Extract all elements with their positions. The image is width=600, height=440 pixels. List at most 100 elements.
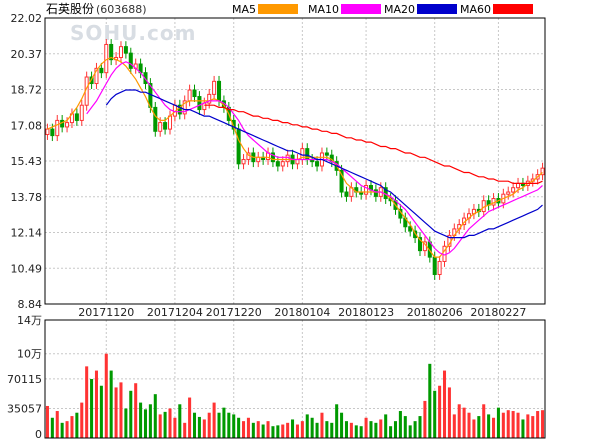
candle-body-down: [373, 189, 378, 197]
volume-bar: [291, 419, 295, 438]
candle: [133, 58, 138, 74]
volume-bar: [413, 421, 417, 438]
volume-tick-label: 10万: [17, 348, 42, 361]
volume-bar: [310, 417, 314, 438]
ma-line-ma60: [204, 104, 543, 184]
candle-body-up: [241, 158, 246, 165]
volume-bar: [134, 383, 138, 438]
legend: MA5 MA10 MA20 MA60: [232, 3, 533, 16]
candle-body-up: [437, 260, 442, 275]
candle: [349, 182, 354, 202]
volume-bar: [320, 412, 324, 438]
candle: [540, 162, 545, 181]
volume-bar: [109, 370, 113, 438]
candle: [153, 101, 158, 137]
volume-bar: [447, 387, 451, 438]
volume-tick-label: 70115: [7, 373, 42, 386]
volume-bar: [305, 414, 309, 438]
volume-bar: [482, 404, 486, 438]
volume-bar: [70, 416, 74, 438]
candle-body-up: [158, 122, 163, 132]
candle: [128, 47, 133, 74]
ma-line-ma5: [47, 56, 543, 258]
volume-bar: [374, 422, 378, 438]
volume-bar: [232, 414, 236, 438]
candle-body-down: [197, 96, 202, 111]
volume-bar: [295, 424, 299, 438]
volume-bar: [183, 422, 187, 438]
candle: [192, 84, 197, 102]
candle: [241, 154, 246, 170]
volume-bar: [325, 421, 329, 438]
volume-bar: [496, 407, 500, 438]
legend-label-ma60: MA60: [460, 3, 491, 16]
volume-bar: [433, 390, 437, 438]
volume-bar: [85, 366, 89, 438]
volume-bar: [384, 414, 388, 438]
candle-body-up: [55, 119, 60, 137]
volume-tick-label: 0: [35, 428, 42, 440]
date-tick-label: 20180123: [338, 306, 394, 319]
volume-bar: [271, 426, 275, 438]
volume-bar: [80, 402, 84, 438]
volume-bar: [75, 412, 79, 438]
volume-bar: [526, 414, 530, 438]
candle-body-up: [506, 191, 511, 195]
volume-bar: [462, 407, 466, 438]
volume-bar: [222, 407, 226, 438]
volume-bar: [55, 411, 59, 438]
candle: [177, 99, 182, 120]
volume-bar: [129, 390, 133, 438]
candle-body-down: [408, 226, 413, 232]
volume-bar: [467, 412, 471, 438]
candle-body-up: [45, 128, 50, 136]
candle-body-up: [212, 80, 217, 95]
volume-bar: [521, 419, 525, 438]
volume-bar: [65, 421, 69, 438]
volume-bars: [45, 353, 545, 438]
volume-panel-frame: [44, 319, 546, 439]
volume-bar: [266, 421, 270, 438]
volume-bar: [237, 417, 241, 438]
candle-body-down: [109, 43, 114, 61]
volume-bar: [104, 353, 108, 438]
candle-body-down: [99, 67, 104, 74]
legend-label-ma5: MA5: [232, 3, 256, 16]
volume-bar: [457, 404, 461, 438]
candle-body-down: [128, 52, 133, 69]
candle: [437, 256, 442, 280]
candle-body-up: [65, 122, 70, 128]
volume-bar: [477, 416, 481, 438]
candle: [79, 99, 84, 126]
volume-bar: [300, 421, 304, 438]
volume-bar: [442, 370, 447, 438]
price-axis-labels: 22.02 20.37 18.72 17.08 15.43 13.78 12.14 10.49…: [11, 12, 43, 311]
candle-body-down: [417, 237, 423, 252]
volume-bar: [541, 410, 545, 438]
candle: [99, 62, 104, 79]
volume-bar: [438, 385, 442, 438]
candle: [520, 177, 525, 191]
volume-bar: [188, 397, 192, 438]
volume-bar: [359, 426, 363, 438]
candle-body-down: [324, 152, 329, 156]
volume-bar: [197, 416, 201, 438]
volume-bar: [531, 416, 535, 438]
volume-bar: [403, 416, 407, 438]
volume-bar: [516, 412, 520, 438]
price-tick-label: 20.37: [11, 48, 43, 61]
volume-tick-label: 14万: [17, 314, 42, 327]
candle-body-up: [540, 167, 545, 176]
volume-bar: [330, 422, 334, 438]
volume-bar: [452, 414, 456, 438]
candle-body-up: [295, 158, 300, 165]
candle: [55, 114, 60, 142]
candle-body-down: [50, 128, 55, 137]
candle: [447, 230, 452, 252]
volume-bar: [207, 412, 211, 438]
volume-bar: [246, 417, 250, 438]
volume-bar: [60, 422, 64, 438]
volume-bar: [251, 422, 255, 438]
date-axis-labels: 20171120 20171204 20171220 20180104 20180123…: [78, 306, 526, 319]
volume-bar: [158, 414, 162, 438]
